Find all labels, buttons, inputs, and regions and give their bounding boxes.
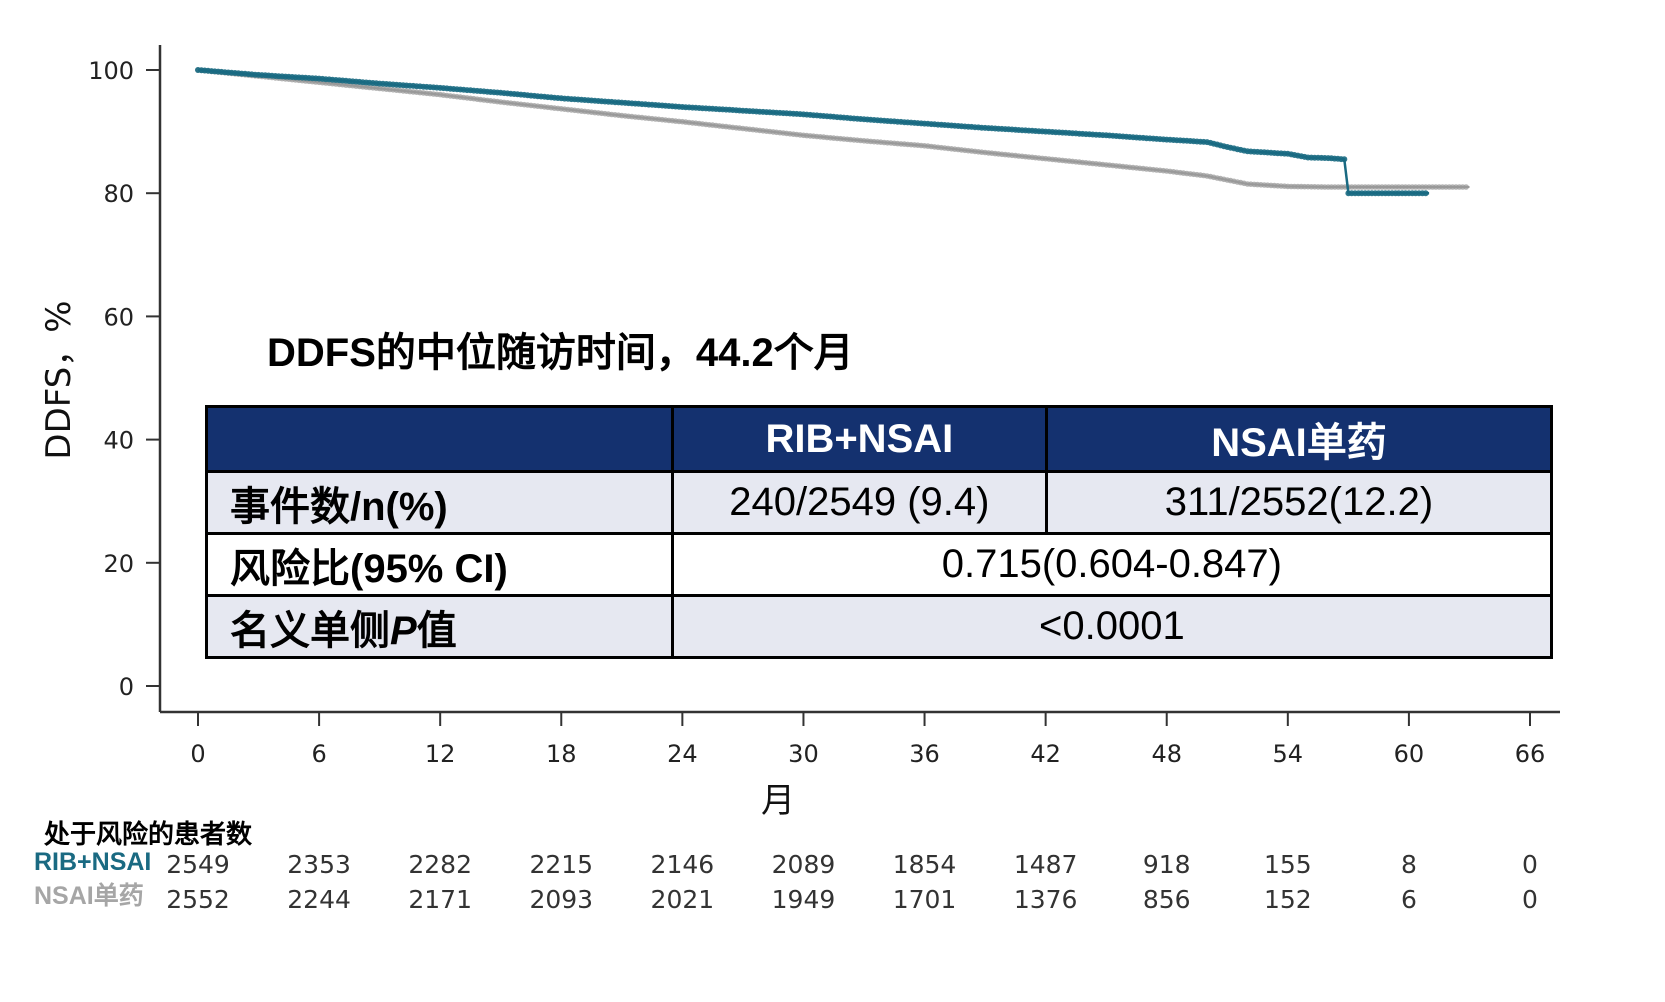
x-tick-label: 0 <box>190 740 205 768</box>
arm2-at-risk-value: 2093 <box>529 885 594 914</box>
risk-table-title: 处于风险的患者数 <box>44 819 253 849</box>
arm1-at-risk-value: 918 <box>1142 850 1191 879</box>
arm1-at-risk-value: 1487 <box>1013 850 1078 879</box>
arm1-at-risk-value: 2089 <box>771 850 836 879</box>
y-axis-label: DDFS，% <box>39 300 79 459</box>
arm1-at-risk-value: 2215 <box>529 850 594 879</box>
arm2-at-risk-value: 1949 <box>771 885 836 914</box>
axes: 0 20 40 60 80 100 0 6 12 18 24 30 36 42 48 54 60 66 <box>88 45 1560 768</box>
risk-arm1-label: RIB+NSAI <box>34 848 152 876</box>
x-tick-label: 30 <box>788 740 819 768</box>
arm2-at-risk-value: 0 <box>1522 885 1538 914</box>
censor-mark <box>1341 156 1348 163</box>
x-tick-label: 42 <box>1030 740 1061 768</box>
p-row: 名义单侧P值 <0.0001 <box>205 594 1554 659</box>
arm2-at-risk-value: 1701 <box>892 885 957 914</box>
header-rib-nsai: RIB+NSAI <box>670 405 1048 473</box>
header-nsai-mono: NSAI单药 <box>1044 405 1554 473</box>
x-tick-label: 24 <box>667 740 698 768</box>
arm1-at-risk-value: 2146 <box>650 850 715 879</box>
arm2-at-risk-value: 152 <box>1263 885 1312 914</box>
hr-row: 风险比(95% CI) 0.715(0.604-0.847) <box>205 532 1554 597</box>
censor-mark <box>1463 184 1469 190</box>
x-axis-label: 月 <box>761 781 795 821</box>
arm2-at-risk-value: 6 <box>1400 885 1417 914</box>
censor-mark <box>1422 190 1429 197</box>
y-tick-label: 20 <box>103 550 134 578</box>
median-followup-note: DDFS的中位随访时间，44.2个月 <box>267 331 854 375</box>
risk-arm2-label: NSAI单药 <box>34 882 144 910</box>
p-label-p: P <box>390 608 417 653</box>
arm1-at-risk-value: 155 <box>1263 850 1312 879</box>
x-tick-label: 48 <box>1151 740 1182 768</box>
x-tick-label: 54 <box>1273 740 1304 768</box>
events-rib-value: 240/2549 (9.4) <box>670 470 1048 535</box>
arm2-at-risk-value: 2171 <box>408 885 472 914</box>
hr-value: 0.715(0.604-0.847) <box>670 532 1554 597</box>
p-label-pre: 名义单侧 <box>230 608 390 653</box>
arm2-at-risk-value: 2552 <box>166 885 230 914</box>
y-tick-label: 100 <box>88 57 134 85</box>
arm2-at-risk-value: 1376 <box>1013 885 1078 914</box>
events-row: 事件数/n(%) 240/2549 (9.4) 311/2552(12.2) <box>205 470 1554 535</box>
y-tick-label: 0 <box>119 673 134 701</box>
km-curves <box>195 67 1470 197</box>
hr-label: 风险比(95% CI) <box>205 532 674 597</box>
x-tick-label: 36 <box>909 740 940 768</box>
events-label: 事件数/n(%) <box>205 470 674 535</box>
p-label-post: 值 <box>416 608 457 653</box>
arm1-at-risk-value: 0 <box>1522 850 1538 879</box>
arm1-at-risk-value: 2282 <box>408 850 472 879</box>
x-tick-label: 6 <box>311 740 326 768</box>
y-tick-label: 40 <box>103 427 134 455</box>
arm1-at-risk-value: 2549 <box>166 850 230 879</box>
x-tick-label: 12 <box>425 740 456 768</box>
events-nsai-value: 311/2552(12.2) <box>1044 470 1554 535</box>
x-tick-label: 60 <box>1394 740 1425 768</box>
arm1-at-risk-value: 8 <box>1400 850 1417 879</box>
arm1-at-risk-value: 1854 <box>892 850 957 879</box>
p-value: <0.0001 <box>670 594 1554 659</box>
arm1-at-risk-value: 2353 <box>287 850 351 879</box>
arm2-at-risk-value: 856 <box>1142 885 1191 914</box>
header-empty-cell <box>205 405 674 473</box>
y-tick-label: 80 <box>103 180 134 208</box>
y-tick-label: 60 <box>103 303 134 331</box>
arm2-at-risk-value: 2244 <box>287 885 351 914</box>
x-tick-label: 66 <box>1515 740 1546 768</box>
table-header-row: RIB+NSAI NSAI单药 <box>205 405 1554 473</box>
arm2-at-risk-value: 2021 <box>650 885 715 914</box>
p-label: 名义单侧P值 <box>205 594 674 659</box>
rib-nsai-censor-marks <box>195 67 1429 197</box>
x-tick-label: 18 <box>546 740 577 768</box>
stats-table: RIB+NSAI NSAI单药 事件数/n(%) 240/2549 (9.4) … <box>205 405 1554 659</box>
